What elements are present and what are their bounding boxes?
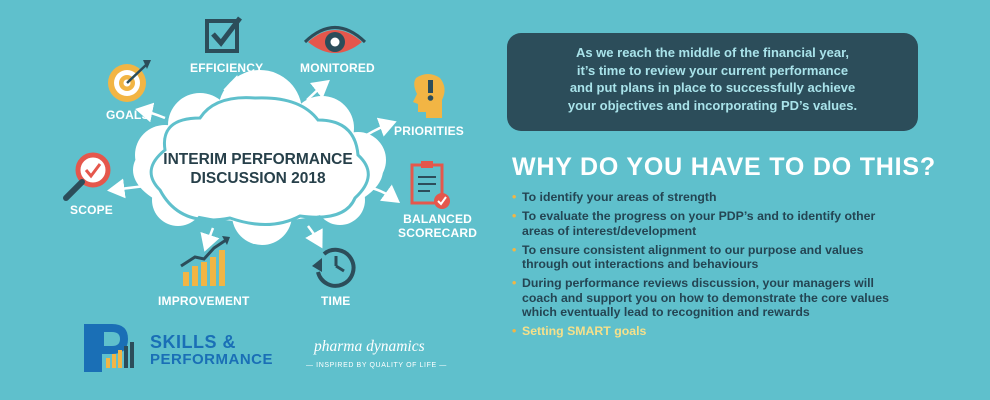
label-time: TIME: [321, 294, 351, 308]
list-item: To identify your areas of strength: [512, 190, 892, 205]
label-efficiency: EFFICIENCY: [190, 61, 264, 75]
label-priorities: PRIORITIES: [394, 124, 465, 138]
label-improvement: IMPROVEMENT: [158, 294, 250, 308]
list-item: Setting SMART goals: [512, 324, 892, 339]
why-heading: WHY DO YOU HAVE TO DO THIS?: [512, 153, 936, 181]
list-item: During performance reviews discussion, y…: [512, 276, 892, 320]
checkbox-icon: [205, 16, 242, 53]
clock-icon: [312, 247, 356, 288]
diagram-graphic: [63, 16, 450, 288]
eye-icon: [303, 26, 367, 53]
label-monitored: MONITORED: [300, 61, 375, 75]
list-item: To evaluate the progress on your PDP’s a…: [512, 209, 892, 238]
cloud-shape: [133, 70, 386, 245]
head-exclamation-icon: [413, 74, 445, 118]
skills-performance-logo-text: SKILLS & PERFORMANCE: [150, 332, 274, 368]
magnifier-icon: [63, 152, 111, 201]
clipboard-icon: [410, 161, 450, 209]
label-goals: GOALS: [106, 108, 150, 122]
reasons-list: To identify your areas of strength To ev…: [512, 190, 892, 343]
label-balanced-scorecard: BALANCED SCORECARD: [398, 212, 478, 240]
list-item: To ensure consistent alignment to our pu…: [512, 243, 892, 272]
growth-chart-icon: [180, 236, 230, 286]
intro-box: As we reach the middle of the financial …: [507, 33, 918, 131]
pharma-dynamics-tagline: — INSPIRED BY QUALITY OF LIFE —: [306, 362, 447, 369]
label-scope: SCOPE: [70, 203, 114, 217]
target-icon: [108, 60, 151, 102]
cloud-title: INTERIM PERFORMANCE DISCUSSION 2018: [163, 151, 353, 187]
skills-performance-logo-mark: [84, 324, 134, 372]
pharma-dynamics-logo: pharma dynamics: [314, 338, 425, 355]
cloud-inner-outline: [149, 96, 370, 227]
